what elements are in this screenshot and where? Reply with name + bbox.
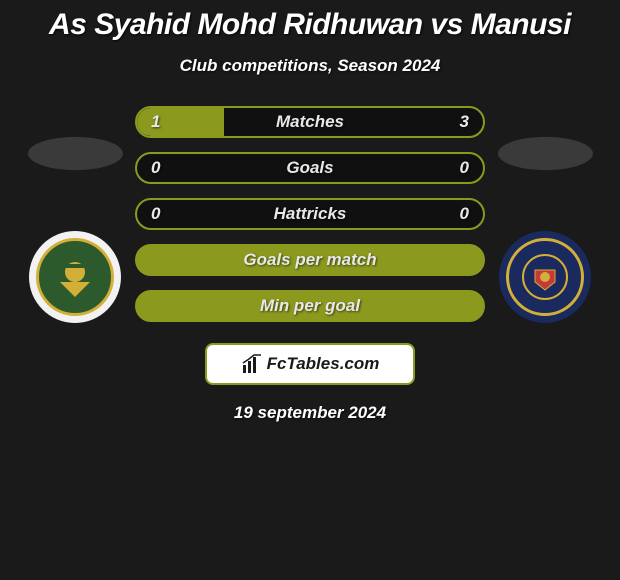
right-player-shadow [498,137,593,170]
comparison-infographic: As Syahid Mohd Ridhuwan vs Manusi Club c… [0,0,620,580]
stat-bar: 0Goals0 [135,152,485,184]
stat-right-value: 0 [460,158,469,178]
chart-icon [241,353,263,375]
date: 19 september 2024 [234,403,386,423]
right-player-col [485,106,605,323]
main-row: 1Matches30Goals00Hattricks0Goals per mat… [0,106,620,323]
crest-icon [520,252,570,302]
stat-label: Matches [137,112,483,132]
left-player-col [15,106,135,323]
stat-right-value: 3 [460,112,469,132]
stat-bar: Min per goal [135,290,485,322]
right-club-badge [499,231,591,323]
stat-bar: 1Matches3 [135,106,485,138]
fctables-logo: FcTables.com [205,343,415,385]
left-player-shadow [28,137,123,170]
subtitle: Club competitions, Season 2024 [180,56,441,76]
stat-label: Goals per match [137,250,483,270]
stat-bar: 0Hattricks0 [135,198,485,230]
left-club-badge [29,231,121,323]
stat-right-value: 0 [460,204,469,224]
stats-bars: 1Matches30Goals00Hattricks0Goals per mat… [135,106,485,322]
stat-bar: Goals per match [135,244,485,276]
stat-label: Min per goal [137,296,483,316]
logo-text: FcTables.com [267,354,380,374]
page-title: As Syahid Mohd Ridhuwan vs Manusi [49,8,571,42]
stat-label: Hattricks [137,204,483,224]
left-club-badge-inner [36,238,114,316]
stat-label: Goals [137,158,483,178]
shield-icon [50,252,100,302]
right-club-badge-inner [506,238,584,316]
